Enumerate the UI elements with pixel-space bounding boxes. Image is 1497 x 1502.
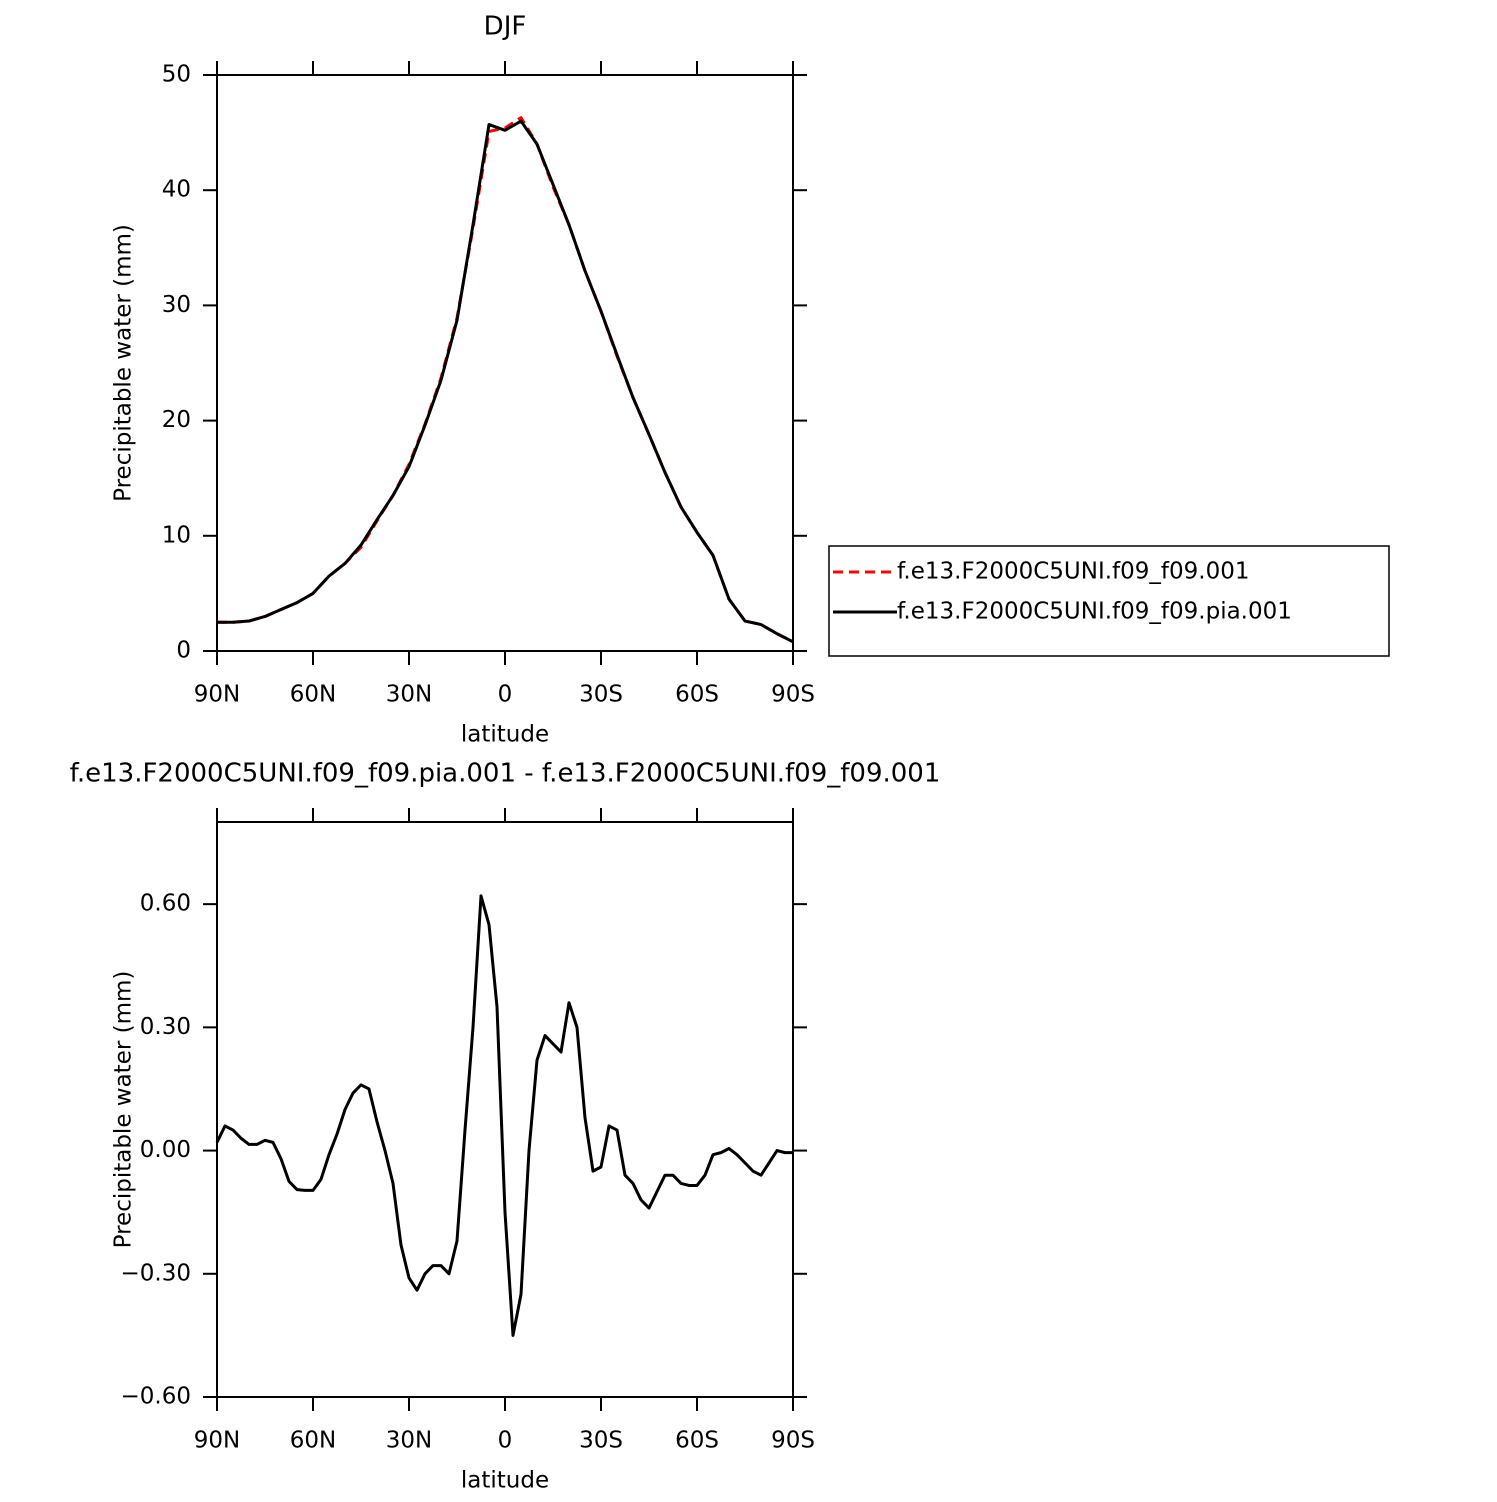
- x-tick-label: 90N: [194, 682, 240, 708]
- y-tick-label: 50: [162, 62, 191, 88]
- plot-frame: [216, 821, 794, 1398]
- legend-label: f.e13.F2000C5UNI.f09_f09.001: [897, 559, 1250, 585]
- x-axis-label: latitude: [461, 1468, 549, 1494]
- y-tick-label: −0.30: [121, 1260, 191, 1286]
- x-tick-label: 60S: [675, 682, 719, 708]
- chart-title: f.e13.F2000C5UNI.f09_f09.pia.001 - f.e13…: [70, 759, 941, 789]
- x-tick-label: 90S: [771, 1428, 815, 1454]
- data-line: [217, 119, 794, 644]
- y-tick-label: 0.00: [140, 1137, 191, 1163]
- x-tick-label: 90S: [771, 682, 815, 708]
- y-tick-label: 20: [162, 407, 191, 433]
- x-tick-label: 60S: [675, 1428, 719, 1454]
- x-tick-label: 0: [498, 682, 513, 708]
- y-tick-label: 0.30: [140, 1014, 191, 1040]
- y-tick-label: 0.60: [140, 891, 191, 917]
- plot-frame: [216, 74, 794, 652]
- chart-title: DJF: [484, 12, 527, 42]
- y-tick-label: −0.60: [121, 1384, 191, 1410]
- y-axis-label: Precipitable water (mm): [111, 971, 137, 1249]
- y-tick-label: 10: [162, 522, 191, 548]
- x-tick-label: 30N: [386, 1428, 432, 1454]
- legend-box: [828, 545, 1390, 657]
- y-tick-label: 0: [176, 638, 191, 664]
- y-axis-label: Precipitable water (mm): [111, 224, 137, 502]
- x-tick-label: 60N: [290, 1428, 336, 1454]
- data-line: [217, 116, 794, 644]
- legend-label: f.e13.F2000C5UNI.f09_f09.pia.001: [897, 599, 1292, 625]
- x-tick-label: 60N: [290, 682, 336, 708]
- y-tick-label: 30: [162, 292, 191, 318]
- x-axis-label: latitude: [461, 722, 549, 748]
- x-tick-label: 30S: [579, 1428, 623, 1454]
- x-tick-label: 30N: [386, 682, 432, 708]
- data-line: [215, 894, 793, 1337]
- x-tick-label: 0: [498, 1428, 513, 1454]
- x-tick-label: 90N: [194, 1428, 240, 1454]
- x-tick-label: 30S: [579, 682, 623, 708]
- y-tick-label: 40: [162, 177, 191, 203]
